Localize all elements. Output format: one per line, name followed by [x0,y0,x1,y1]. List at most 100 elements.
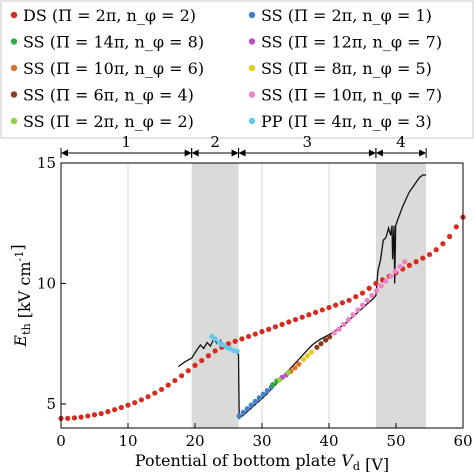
grid [127,163,397,428]
data-point [397,263,403,270]
data-point [112,407,118,413]
data-point [252,398,258,405]
data-point [270,382,276,388]
data-point [236,413,242,419]
data-point [85,413,91,419]
legend-label: SS (Π = 14π, n_φ = 8) [23,33,204,52]
y-tick-label: 15 [37,154,56,172]
legend-marker [10,11,18,19]
x-tick-label: 20 [185,432,204,450]
data-point [285,369,291,376]
data-point [364,297,370,303]
region-label: 3 [302,133,312,151]
data-point [345,316,352,323]
data-point [266,326,272,332]
data-point [353,294,359,300]
series-points [58,214,466,421]
region-label: 4 [396,133,406,151]
region-arrowhead-right [184,149,192,157]
legend-label: PP (Π = 4π, n_φ = 3) [261,112,432,131]
data-point [402,259,408,265]
data-point [248,402,254,408]
data-point [331,330,337,336]
data-point [232,338,238,344]
data-point [256,395,262,401]
x-tick-label: 0 [56,432,66,450]
data-point [388,273,394,279]
region-arrowhead-left [238,149,246,157]
data-point [98,410,104,417]
data-point [246,333,252,340]
legend-marker [10,64,18,72]
data-point [199,357,205,364]
shaded-region [191,163,239,428]
y-tick-label: 5 [46,395,56,413]
data-point [219,342,226,348]
data-point [118,404,124,411]
data-point [260,391,266,397]
x-tick-label: 50 [386,432,405,450]
legend-label: SS (Π = 12π, n_φ = 7) [261,33,442,52]
data-point [105,409,111,415]
region-arrowhead-left [191,149,199,157]
data-point [318,341,324,347]
legend-marker [248,64,256,72]
data-point [179,373,185,379]
data-point [165,382,171,388]
region-arrows: 1 2 3 4 [60,133,427,158]
legend-marker [248,117,256,125]
legend-label: SS (Π = 10π, n_φ = 7) [261,86,442,105]
data-point [373,280,379,287]
data-point [440,241,446,247]
data-point [346,297,352,303]
data-point [373,288,380,294]
data-point [327,334,333,340]
data-point [296,361,302,367]
data-point [212,348,218,354]
data-point [326,304,332,311]
data-point [426,251,433,258]
legend-marker [248,38,256,45]
data-point [240,409,246,415]
data-point [212,336,218,342]
data-point [413,259,419,265]
data-point [292,316,299,323]
tick-labels: 0 10 20 30 40 50 60 5 10 15 [37,154,473,450]
region-label: 1 [122,133,132,151]
region-arrowhead-right [231,149,239,157]
data-point [192,362,198,368]
data-point [350,312,356,318]
region-arrowhead-left [61,149,68,157]
data-point [252,331,258,337]
data-point [234,348,240,354]
data-point [132,400,138,406]
legend-marker [10,117,18,125]
data-point [172,377,178,384]
data-point [152,390,158,396]
data-point [313,309,319,315]
legend-marker [10,38,18,45]
data-point [359,290,366,296]
region-label: 2 [210,133,220,151]
data-point [366,285,372,291]
data-point [292,365,298,371]
data-point [308,349,315,355]
data-point [78,414,84,420]
data-point [447,233,453,240]
legend-label: DS (Π = 2π, n_φ = 2) [23,6,196,25]
data-point [300,356,307,362]
legend-label: SS (Π = 2π, n_φ = 2) [23,112,194,131]
legend-label: SS (Π = 8π, n_φ = 5) [261,59,432,78]
legend-label: SS (Π = 6π, n_φ = 4) [23,86,194,105]
data-point [259,329,265,335]
data-point [369,292,375,299]
data-point [359,302,366,308]
data-point [306,312,312,318]
y-tick-label: 10 [37,274,56,292]
data-point [227,345,233,352]
data-point [299,314,305,320]
data-point [279,321,285,328]
data-point [420,255,426,261]
data-point [433,247,439,253]
